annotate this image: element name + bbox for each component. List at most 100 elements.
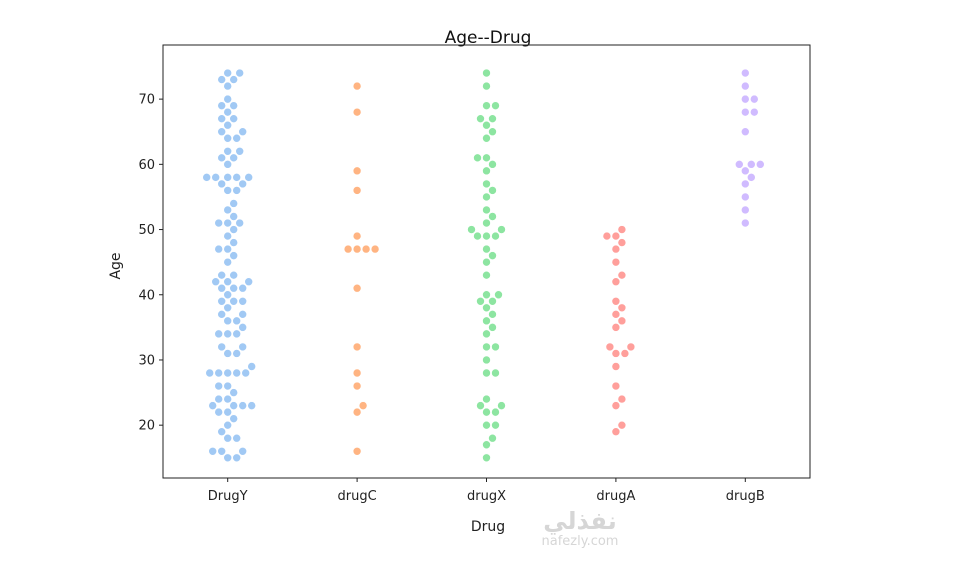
- point-drugB: [749, 107, 759, 117]
- y-tick-label: 60: [138, 158, 155, 173]
- point-drugX: [476, 296, 485, 306]
- point-drugX: [491, 101, 500, 110]
- point-drugX: [494, 290, 503, 300]
- y-tick-label: 30: [138, 353, 155, 368]
- point-DrugY: [223, 160, 232, 169]
- point-drugB: [746, 173, 756, 182]
- point-DrugY: [247, 401, 256, 410]
- point-drugC: [352, 446, 362, 456]
- point-drugX: [488, 323, 497, 332]
- point-DrugY: [223, 329, 232, 339]
- point-drugA: [611, 231, 621, 241]
- point-DrugY: [217, 101, 226, 110]
- x-axis-label: Drug: [471, 519, 505, 535]
- point-DrugY: [232, 133, 241, 143]
- point-DrugY: [229, 283, 238, 293]
- point-drugX: [482, 192, 491, 202]
- point-drugX: [488, 114, 497, 123]
- x-tick-label: drugA: [596, 489, 635, 504]
- point-DrugY: [214, 381, 223, 391]
- point-DrugY: [223, 407, 232, 417]
- point-drugX: [488, 251, 497, 260]
- point-drugC: [352, 283, 362, 293]
- point-DrugY: [229, 75, 238, 84]
- point-DrugY: [229, 238, 238, 247]
- point-DrugY: [223, 420, 232, 430]
- point-drugX: [482, 205, 491, 215]
- point-DrugY: [229, 153, 238, 163]
- point-DrugY: [244, 277, 253, 287]
- point-DrugY: [229, 225, 238, 234]
- y-tick-label: 40: [138, 288, 155, 303]
- point-DrugY: [235, 68, 244, 78]
- point-DrugY: [238, 323, 247, 332]
- point-drugX: [482, 179, 491, 189]
- point-DrugY: [223, 257, 232, 267]
- point-DrugY: [232, 349, 241, 358]
- point-drugX: [488, 310, 497, 319]
- point-drugA: [611, 323, 621, 332]
- point-drugB: [740, 205, 750, 215]
- point-DrugY: [223, 186, 232, 195]
- point-drugX: [482, 355, 491, 365]
- point-drugA: [602, 231, 612, 241]
- x-tick-label: DrugY: [208, 489, 248, 504]
- point-drugX: [482, 81, 491, 91]
- point-DrugY: [223, 394, 232, 404]
- point-DrugY: [238, 310, 247, 319]
- point-DrugY: [223, 303, 232, 313]
- point-DrugY: [214, 407, 223, 417]
- y-tick-label: 50: [138, 223, 155, 238]
- point-DrugY: [238, 179, 247, 189]
- point-DrugY: [217, 296, 226, 306]
- point-drugA: [605, 342, 615, 352]
- point-drugX: [482, 231, 491, 241]
- point-drugA: [617, 420, 627, 430]
- point-DrugY: [217, 342, 226, 352]
- point-DrugY: [223, 133, 232, 143]
- point-DrugY: [232, 173, 241, 182]
- point-DrugY: [232, 433, 241, 443]
- point-drugB: [740, 68, 750, 78]
- point-DrugY: [223, 433, 232, 443]
- point-drugA: [617, 316, 627, 326]
- point-DrugY: [223, 316, 232, 326]
- point-drugX: [482, 394, 491, 404]
- point-DrugY: [223, 218, 232, 228]
- point-DrugY: [232, 316, 241, 326]
- y-axis-label: Age: [108, 252, 124, 279]
- point-drugC: [352, 186, 362, 195]
- point-drugX: [476, 401, 485, 410]
- point-DrugY: [208, 401, 217, 410]
- watermark-logo: نفذلي nafezly.com: [525, 508, 635, 549]
- point-DrugY: [217, 310, 226, 319]
- point-drugA: [620, 349, 630, 358]
- point-drugA: [617, 225, 627, 234]
- point-DrugY: [232, 453, 241, 463]
- point-drugC: [352, 407, 362, 417]
- point-DrugY: [202, 173, 211, 182]
- point-drugX: [482, 342, 491, 352]
- point-drugX: [482, 303, 491, 313]
- point-drugA: [611, 296, 621, 306]
- point-drugB: [740, 179, 750, 189]
- point-DrugY: [223, 244, 232, 254]
- point-drugX: [473, 153, 482, 163]
- y-tick-label: 70: [138, 93, 155, 108]
- point-DrugY: [238, 342, 247, 352]
- point-DrugY: [223, 381, 232, 391]
- point-drugX: [482, 133, 491, 143]
- point-DrugY: [217, 446, 226, 456]
- point-DrugY: [223, 68, 232, 78]
- point-drugB: [746, 160, 756, 169]
- point-drugX: [488, 186, 497, 195]
- point-DrugY: [232, 329, 241, 339]
- point-drugC: [352, 107, 362, 117]
- point-drugX: [491, 231, 500, 241]
- point-drugX: [482, 120, 491, 130]
- point-drugX: [482, 270, 491, 280]
- point-drugC: [370, 244, 380, 254]
- point-drugX: [482, 453, 491, 463]
- point-DrugY: [208, 446, 217, 456]
- point-DrugY: [229, 199, 238, 208]
